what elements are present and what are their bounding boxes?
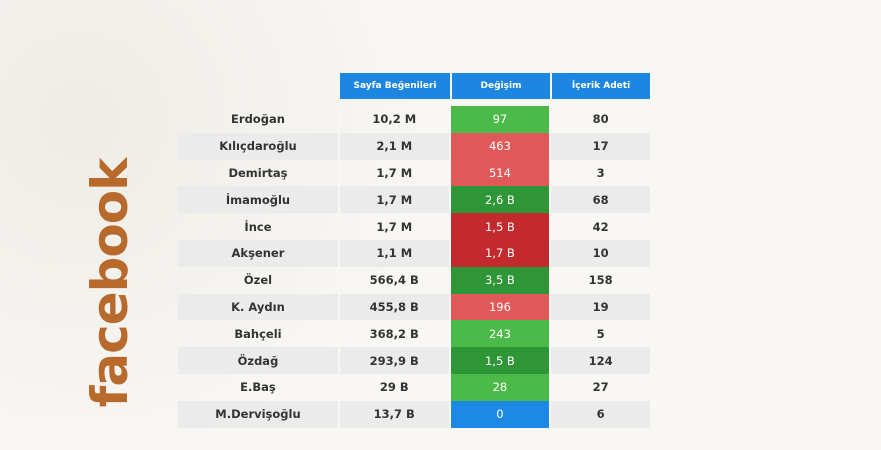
- table-row: K. Aydın 455,8 B 196 19: [178, 293, 650, 321]
- header-content-count: İçerik Adeti: [552, 73, 650, 99]
- page-likes-cell: 455,8 B: [340, 293, 451, 321]
- page-likes-cell: 293,9 B: [340, 347, 451, 374]
- content-count-cell: 17: [592, 139, 609, 154]
- table-row: Özel 566,4 B 3,5 B 158: [178, 266, 650, 294]
- table-row: İnce 1,7 M 1,5 B 42: [178, 213, 650, 240]
- page-likes-cell: 1,7 M: [340, 213, 451, 240]
- page-likes-cell: 29 B: [340, 374, 451, 401]
- change-value-cell: 1,5 B: [450, 347, 552, 374]
- table-row: Kılıçdaroğlu 2,1 M 463 17: [178, 132, 650, 160]
- content-count-cell: 42: [592, 219, 609, 234]
- change-value-cell: 2,6 B: [450, 186, 552, 214]
- change-value-cell: 463: [450, 132, 552, 160]
- politician-name-cell: M.Dervişoğlu: [178, 400, 340, 428]
- politician-name-cell: Kılıçdaroğlu: [178, 132, 340, 160]
- table-row: Bahçeli 368,2 B 243 5: [178, 320, 650, 348]
- table-row: İmamoğlu 1,7 M 2,6 B 68: [178, 186, 650, 214]
- change-value-cell: 97: [450, 106, 552, 133]
- header-page-likes: Sayfa Beğenileri: [340, 73, 450, 99]
- politician-name-cell: Demirtaş: [178, 159, 340, 187]
- page-likes-cell: 1,7 M: [340, 186, 451, 214]
- page-likes-cell: 2,1 M: [340, 132, 451, 160]
- page-likes-cell: 566,4 B: [340, 266, 451, 294]
- content-count-cell: 10: [592, 246, 609, 261]
- change-value-cell: 28: [450, 374, 552, 401]
- politician-name-cell: Özel: [178, 266, 340, 294]
- content-count-cell: 19: [592, 299, 609, 314]
- content-count-cell: 27: [592, 380, 609, 395]
- content-count-cell: 124: [588, 353, 613, 368]
- politician-name-cell: E.Baş: [178, 374, 340, 401]
- page-likes-cell: 10,2 M: [340, 106, 451, 133]
- politician-name-cell: Erdoğan: [178, 106, 340, 133]
- politician-name-cell: Akşener: [178, 240, 340, 267]
- content-count-cell: 158: [588, 273, 613, 288]
- politician-name-cell: K. Aydın: [178, 293, 340, 321]
- politician-name-cell: Özdağ: [178, 347, 340, 374]
- header-change: Değişim: [452, 73, 550, 99]
- page-likes-cell: 13,7 B: [340, 400, 451, 428]
- content-count-cell: 68: [592, 192, 609, 207]
- table-row: Özdağ 293,9 B 1,5 B 124: [178, 347, 650, 374]
- content-count-cell: 80: [592, 112, 609, 127]
- change-value-cell: 243: [450, 320, 552, 348]
- change-value-cell: 1,7 B: [450, 240, 552, 267]
- change-value-cell: 514: [450, 159, 552, 187]
- politician-name-cell: İnce: [178, 213, 340, 240]
- facebook-logo: facebook: [81, 158, 139, 408]
- table-row: E.Baş 29 B 28 27: [178, 374, 650, 401]
- politician-name-cell: Bahçeli: [178, 320, 340, 348]
- politician-name-cell: İmamoğlu: [178, 186, 340, 214]
- table-row: Akşener 1,1 M 1,7 B 10: [178, 240, 650, 267]
- change-value-cell: 1,5 B: [450, 213, 552, 240]
- table-row: Demirtaş 1,7 M 514 3: [178, 159, 650, 187]
- page-likes-cell: 1,1 M: [340, 240, 451, 267]
- content-count-cell: 5: [596, 326, 605, 341]
- change-value-cell: 3,5 B: [450, 266, 552, 294]
- change-value-cell: 196: [450, 293, 552, 321]
- content-count-cell: 3: [596, 165, 605, 180]
- table-row: Erdoğan 10,2 M 97 80: [178, 106, 650, 133]
- page-likes-cell: 1,7 M: [340, 159, 451, 187]
- change-value-cell: 0: [450, 400, 552, 428]
- content-count-cell: 6: [596, 407, 605, 422]
- page-likes-cell: 368,2 B: [340, 320, 451, 348]
